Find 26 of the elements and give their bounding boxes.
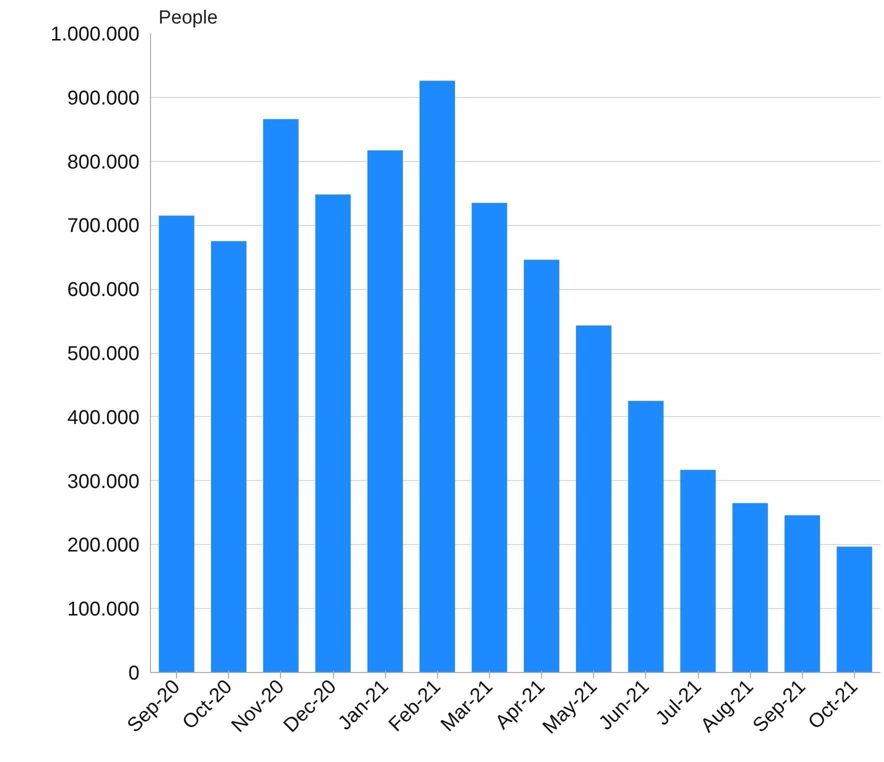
y-tick-label: 200.000 (67, 534, 140, 557)
y-tick-label: 700.000 (67, 215, 140, 238)
bar (680, 470, 716, 672)
bar (472, 202, 508, 672)
bar (210, 241, 246, 672)
bar (263, 119, 299, 672)
bar (524, 260, 560, 672)
bar (784, 515, 820, 672)
bar (420, 80, 456, 672)
y-tick-label: 100.000 (67, 598, 140, 621)
bar (732, 503, 768, 672)
bar (576, 326, 612, 672)
y-tick-label: 600.000 (67, 279, 140, 302)
bar (315, 194, 351, 672)
y-tick-label: 400.000 (67, 406, 140, 429)
y-tick-label: 1.000.000 (50, 24, 140, 46)
bar (158, 216, 194, 672)
y-tick-label: 800.000 (67, 151, 140, 174)
y-tick-label: 900.000 (67, 87, 140, 110)
bar (628, 400, 664, 672)
y-axis-title: People (158, 8, 218, 28)
y-tick-label: 0 (128, 662, 140, 684)
y-tick-label: 300.000 (67, 470, 140, 493)
bar (367, 150, 403, 672)
y-tick-label: 500.000 (67, 343, 140, 365)
bar (836, 546, 872, 672)
